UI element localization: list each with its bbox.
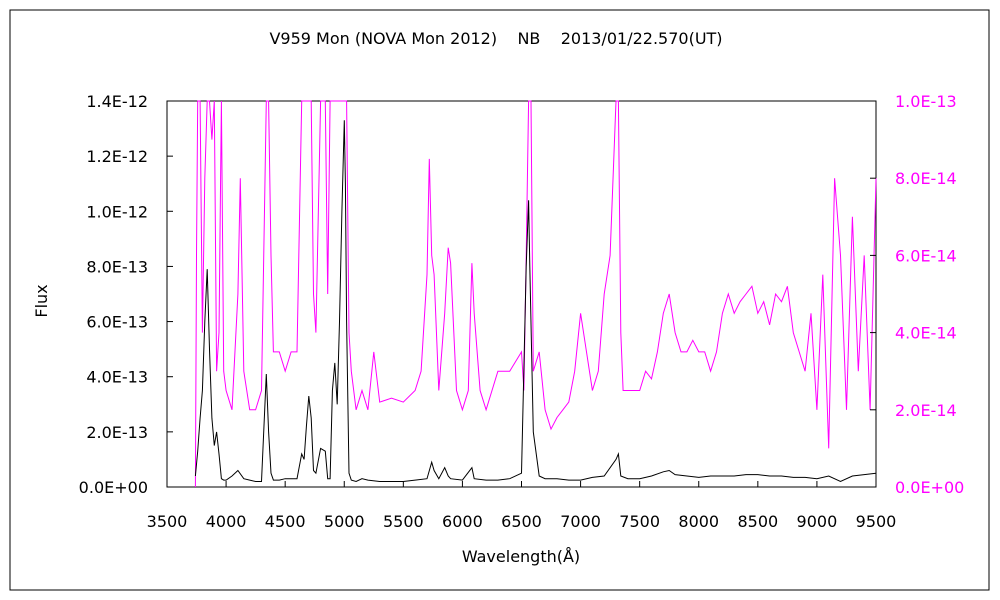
y2-tick-label: 8.0E-14: [895, 169, 957, 188]
x-tick-label: 6000: [442, 512, 483, 531]
x-axis-label: Wavelength(Å): [462, 547, 580, 566]
y2-tick-label: 6.0E-14: [895, 246, 957, 265]
y2-tick-label: 1.0E-13: [895, 92, 957, 111]
x-tick-label: 8000: [678, 512, 719, 531]
series-line-left: [194, 120, 877, 483]
y-tick-label: 4.0E-13: [86, 368, 148, 387]
chart-title: V959 Mon (NOVA Mon 2012) NB 2013/01/22.5…: [269, 29, 722, 48]
y2-tick-label: 2.0E-14: [895, 401, 957, 420]
x-tick-label: 9000: [797, 512, 838, 531]
outer-frame: [9, 9, 990, 591]
y-axis-left: 0.0E+00 2.0E-13 4.0E-13 6.0E-13 8.0E-13 1.0E-…: [79, 92, 173, 497]
series-line-right: [194, 100, 877, 488]
x-tick-label: 9500: [856, 512, 897, 531]
y-tick-label: 1.0E-12: [86, 202, 148, 221]
x-tick-label: 6500: [501, 512, 542, 531]
y-tick-label: 1.2E-12: [86, 147, 148, 166]
x-tick-label: 8500: [737, 512, 778, 531]
x-tick-label: 5500: [383, 512, 424, 531]
y2-tick-label: 4.0E-14: [895, 324, 957, 343]
x-tick-label: 3500: [147, 512, 188, 531]
y-tick-label: 6.0E-13: [86, 313, 148, 332]
y-tick-label: 8.0E-13: [86, 257, 148, 276]
x-tick-label: 5000: [324, 512, 365, 531]
x-tick-label: 4000: [206, 512, 247, 531]
x-tick-label: 4500: [265, 512, 306, 531]
y-tick-label: 1.4E-12: [86, 92, 148, 111]
y2-tick-label: 0.0E+00: [895, 478, 964, 497]
series-layer: [194, 100, 877, 488]
y-axis-label: Flux: [32, 284, 51, 317]
x-axis: 3500 4000 4500 5000 5500 6000 6500 7000 7500 8000…: [147, 481, 897, 531]
y-tick-label: 2.0E-13: [86, 423, 148, 442]
x-tick-label: 7500: [619, 512, 660, 531]
y-tick-label: 0.0E+00: [79, 478, 148, 497]
y-axis-right: 0.0E+00 2.0E-14 4.0E-14 6.0E-14 8.0E-14 1.0E-…: [870, 92, 964, 497]
x-tick-label: 7000: [560, 512, 601, 531]
